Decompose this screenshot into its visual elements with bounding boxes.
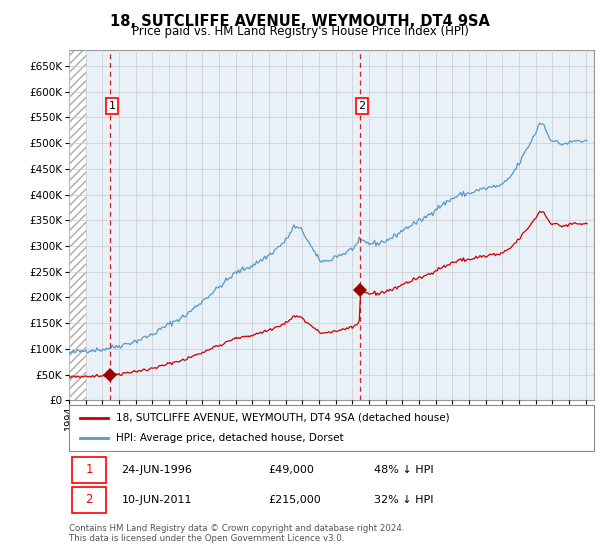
Text: Price paid vs. HM Land Registry's House Price Index (HPI): Price paid vs. HM Land Registry's House … [131,25,469,38]
Text: HPI: Average price, detached house, Dorset: HPI: Average price, detached house, Dors… [116,433,344,443]
Text: 10-JUN-2011: 10-JUN-2011 [121,495,192,505]
Text: 18, SUTCLIFFE AVENUE, WEYMOUTH, DT4 9SA: 18, SUTCLIFFE AVENUE, WEYMOUTH, DT4 9SA [110,14,490,29]
Bar [71,457,106,483]
Text: 48% ↓ HPI: 48% ↓ HPI [373,465,433,475]
Text: £215,000: £215,000 [269,495,321,505]
Bar [71,487,106,513]
Text: Contains HM Land Registry data © Crown copyright and database right 2024.
This d: Contains HM Land Registry data © Crown c… [69,524,404,543]
Text: £49,000: £49,000 [269,465,314,475]
Text: 32% ↓ HPI: 32% ↓ HPI [373,495,433,505]
Text: 18, SUTCLIFFE AVENUE, WEYMOUTH, DT4 9SA (detached house): 18, SUTCLIFFE AVENUE, WEYMOUTH, DT4 9SA … [116,413,450,423]
Text: 2: 2 [85,493,93,506]
Text: 1: 1 [85,463,93,476]
Text: 24-JUN-1996: 24-JUN-1996 [121,465,193,475]
Text: 2: 2 [358,101,365,111]
Text: 1: 1 [109,101,116,111]
Bar [69,50,86,400]
